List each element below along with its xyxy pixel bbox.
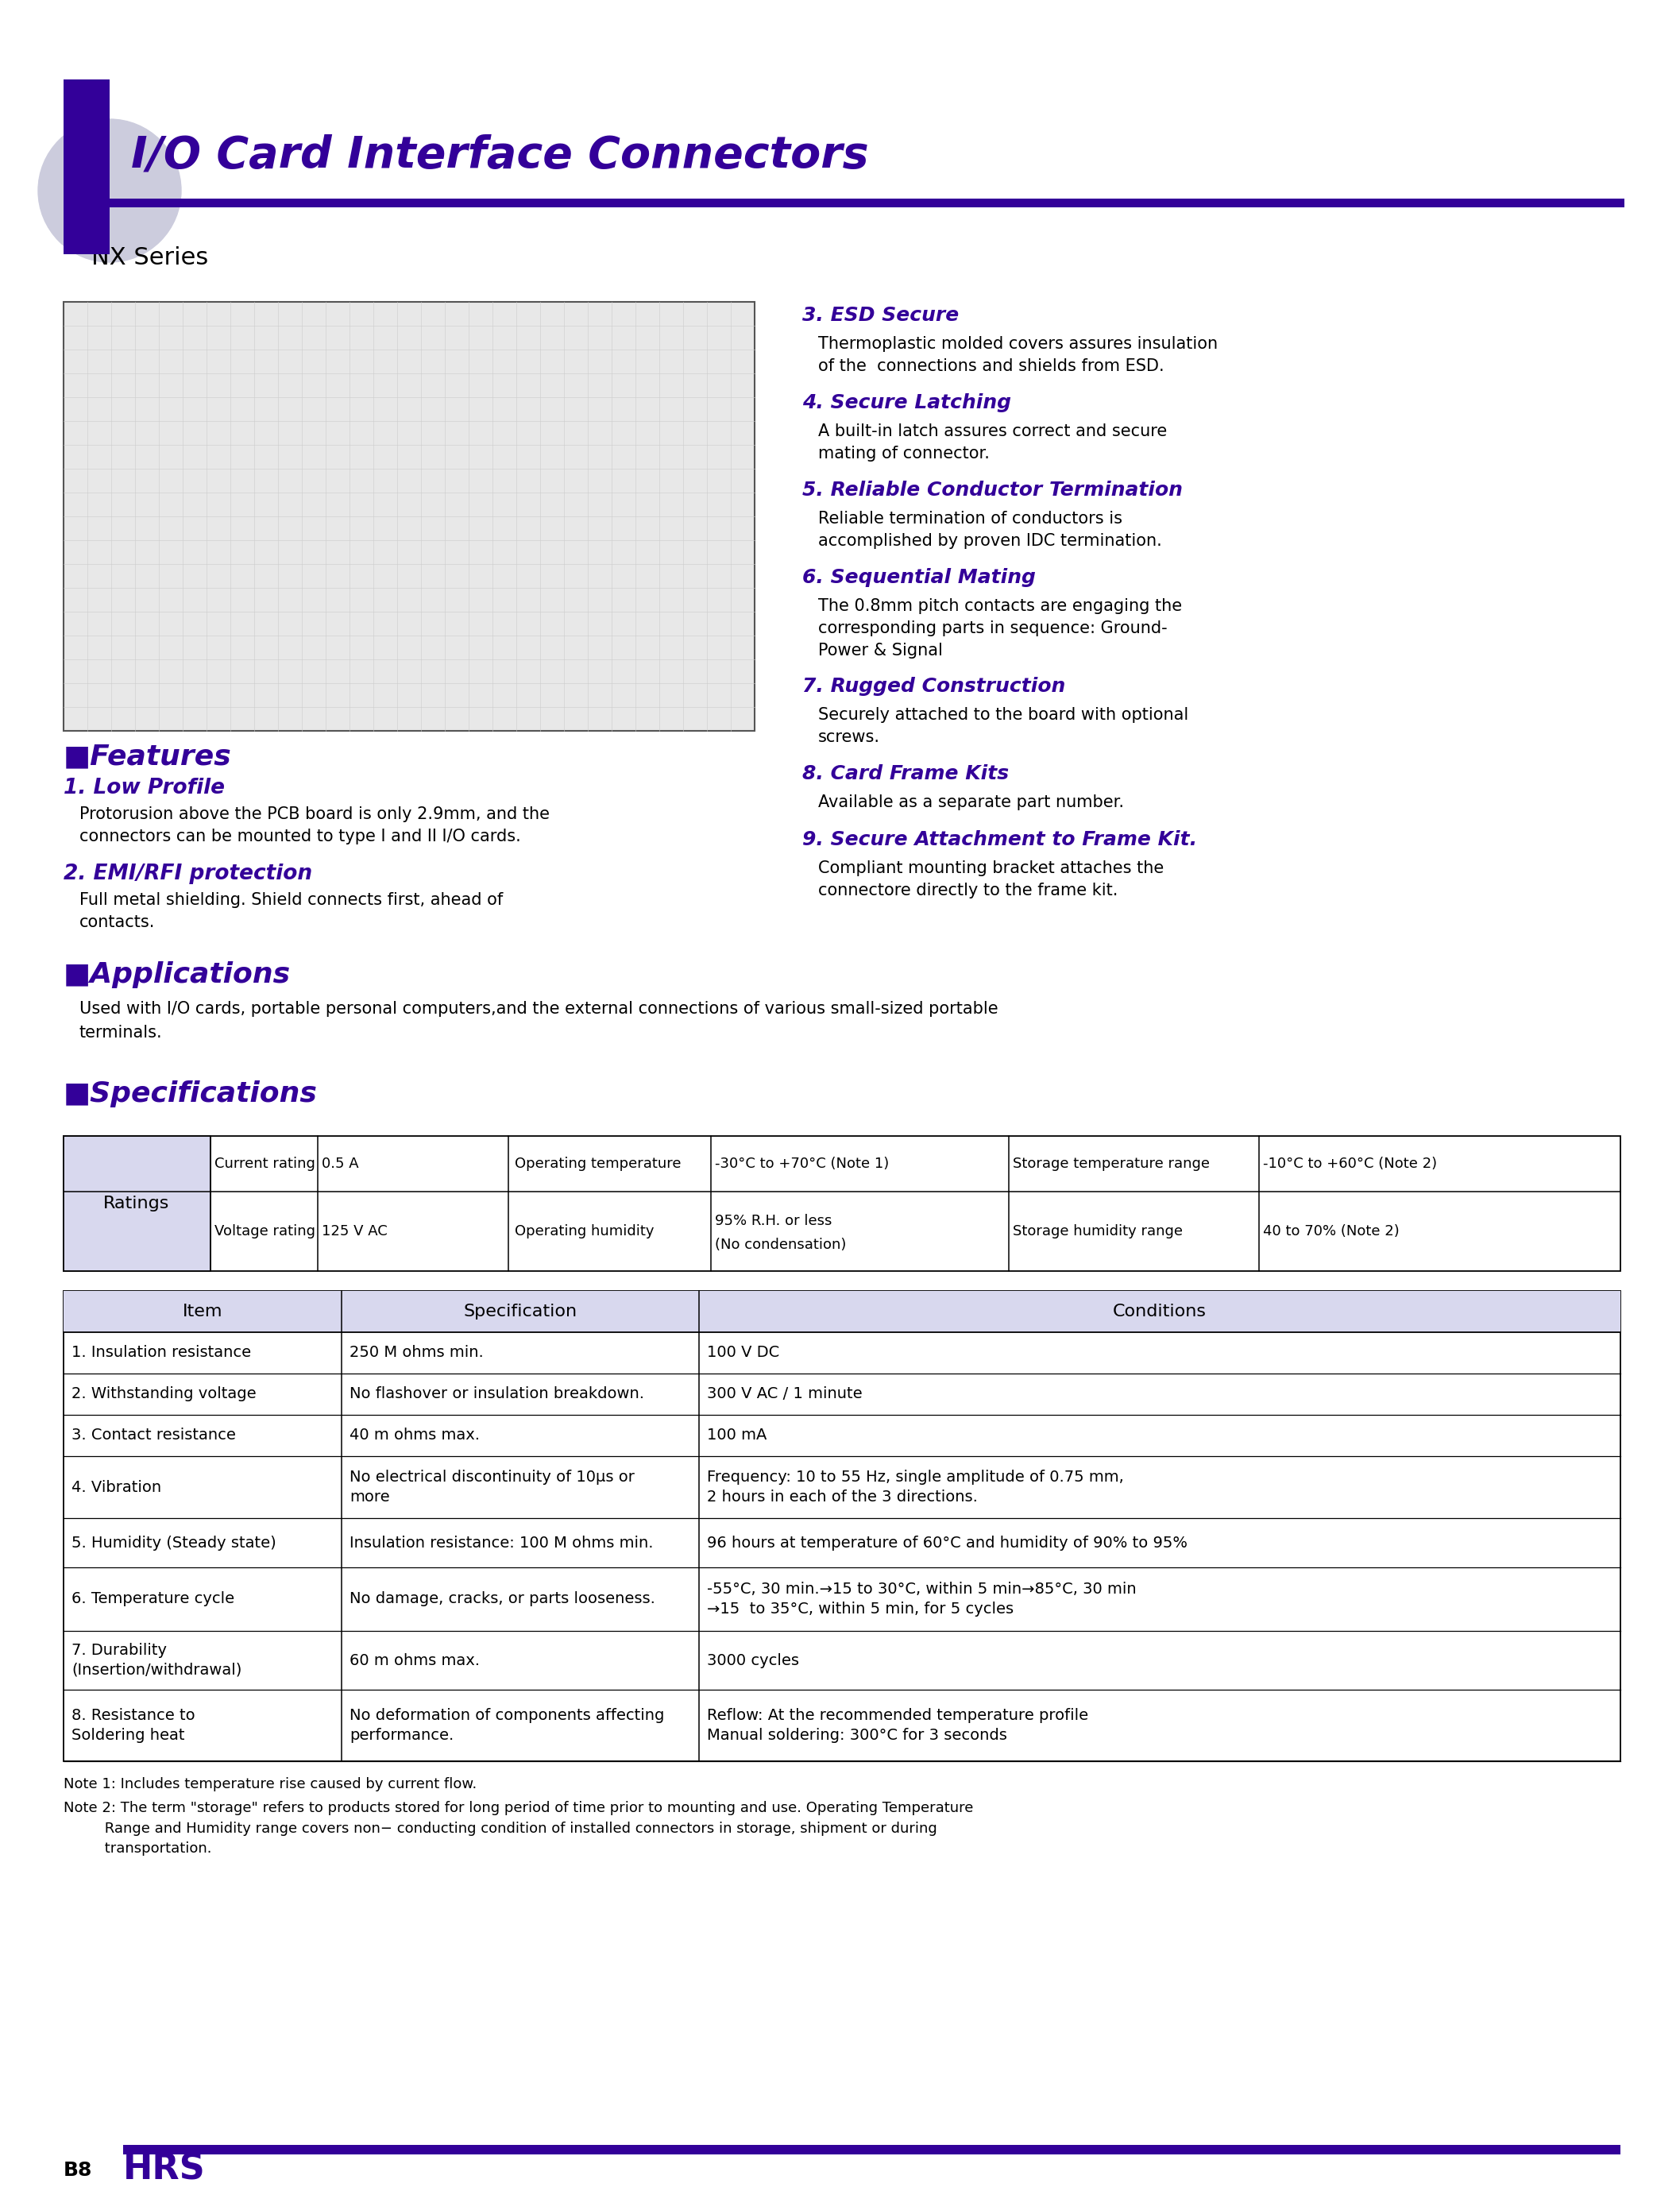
Bar xyxy=(123,2145,1621,2154)
Text: Conditions: Conditions xyxy=(1112,1303,1206,1319)
Text: 3. Contact resistance: 3. Contact resistance xyxy=(72,1428,235,1443)
Text: 2. Withstanding voltage: 2. Withstanding voltage xyxy=(72,1387,257,1402)
Text: B8: B8 xyxy=(64,2161,92,2180)
Text: 95% R.H. or less: 95% R.H. or less xyxy=(716,1214,832,1229)
Text: Storage temperature range: Storage temperature range xyxy=(1013,1157,1210,1170)
Text: Current rating: Current rating xyxy=(215,1157,316,1170)
Text: 6. Sequential Mating: 6. Sequential Mating xyxy=(803,569,1035,586)
Bar xyxy=(64,302,754,730)
Text: Full metal shielding. Shield connects first, ahead of
contacts.: Full metal shielding. Shield connects fi… xyxy=(79,892,502,929)
Text: 8. Resistance to
Soldering heat: 8. Resistance to Soldering heat xyxy=(72,1708,195,1743)
Text: 5. Reliable Conductor Termination: 5. Reliable Conductor Termination xyxy=(803,481,1183,499)
Text: 250 M ohms min.: 250 M ohms min. xyxy=(349,1345,484,1360)
Text: 9. Secure Attachment to Frame Kit.: 9. Secure Attachment to Frame Kit. xyxy=(803,831,1198,849)
Text: Securely attached to the board with optional
screws.: Securely attached to the board with opti… xyxy=(818,706,1188,746)
Text: 5. Humidity (Steady state): 5. Humidity (Steady state) xyxy=(72,1535,276,1551)
Text: 100 mA: 100 mA xyxy=(707,1428,766,1443)
Text: ■Specifications: ■Specifications xyxy=(64,1080,318,1107)
Text: 4. Vibration: 4. Vibration xyxy=(72,1481,161,1494)
Text: -30°C to +70°C (Note 1): -30°C to +70°C (Note 1) xyxy=(716,1157,889,1170)
Text: 3000 cycles: 3000 cycles xyxy=(707,1653,800,1669)
Text: No damage, cracks, or parts looseness.: No damage, cracks, or parts looseness. xyxy=(349,1592,655,1607)
Text: Reliable termination of conductors is
accomplished by proven IDC termination.: Reliable termination of conductors is ac… xyxy=(818,512,1163,549)
Text: 1. Low Profile: 1. Low Profile xyxy=(64,779,225,798)
Text: Voltage rating: Voltage rating xyxy=(215,1225,316,1238)
Text: 6. Temperature cycle: 6. Temperature cycle xyxy=(72,1592,235,1607)
Text: Reflow: At the recommended temperature profile
Manual soldering: 300°C for 3 sec: Reflow: At the recommended temperature p… xyxy=(707,1708,1089,1743)
Text: A built-in latch assures correct and secure
mating of connector.: A built-in latch assures correct and sec… xyxy=(818,424,1168,461)
Text: No deformation of components affecting
performance.: No deformation of components affecting p… xyxy=(349,1708,664,1743)
Text: 7. Rugged Construction: 7. Rugged Construction xyxy=(803,676,1065,695)
Text: 40 to 70% (Note 2): 40 to 70% (Note 2) xyxy=(1263,1225,1399,1238)
Text: 2. EMI/RFI protection: 2. EMI/RFI protection xyxy=(64,864,312,884)
Bar xyxy=(64,1290,1621,1761)
Text: 300 V AC / 1 minute: 300 V AC / 1 minute xyxy=(707,1387,862,1402)
Text: 100 V DC: 100 V DC xyxy=(707,1345,780,1360)
Text: NX Series: NX Series xyxy=(91,247,208,269)
Text: Ratings: Ratings xyxy=(104,1196,170,1212)
Bar xyxy=(64,1290,1621,1332)
Text: ■Applications: ■Applications xyxy=(64,962,291,989)
Text: Protorusion above the PCB board is only 2.9mm, and the
connectors can be mounted: Protorusion above the PCB board is only … xyxy=(79,807,549,844)
Text: 0.5 A: 0.5 A xyxy=(321,1157,360,1170)
Bar xyxy=(64,1135,210,1271)
Text: 40 m ohms max.: 40 m ohms max. xyxy=(349,1428,480,1443)
Text: Note 2: The term "storage" refers to products stored for long period of time pri: Note 2: The term "storage" refers to pro… xyxy=(64,1800,973,1857)
Text: Thermoplastic molded covers assures insulation
of the  connections and shields f: Thermoplastic molded covers assures insu… xyxy=(818,337,1218,374)
Text: 7. Durability
(Insertion/withdrawal): 7. Durability (Insertion/withdrawal) xyxy=(72,1642,242,1677)
Circle shape xyxy=(39,118,181,262)
Text: Note 1: Includes temperature rise caused by current flow.: Note 1: Includes temperature rise caused… xyxy=(64,1778,477,1791)
Text: -55°C, 30 min.→15 to 30°C, within 5 min→85°C, 30 min
→15  to 35°C, within 5 min,: -55°C, 30 min.→15 to 30°C, within 5 min→… xyxy=(707,1581,1136,1616)
Text: 96 hours at temperature of 60°C and humidity of 90% to 95%: 96 hours at temperature of 60°C and humi… xyxy=(707,1535,1188,1551)
Text: Used with I/O cards, portable personal computers,and the external connections of: Used with I/O cards, portable personal c… xyxy=(79,1002,998,1041)
Text: HRS: HRS xyxy=(123,2152,205,2187)
Text: I/O Card Interface Connectors: I/O Card Interface Connectors xyxy=(131,133,869,177)
Text: The 0.8mm pitch contacts are engaging the
corresponding parts in sequence: Groun: The 0.8mm pitch contacts are engaging th… xyxy=(818,599,1183,658)
Text: Available as a separate part number.: Available as a separate part number. xyxy=(818,794,1124,811)
Text: No electrical discontinuity of 10μs or
more: No electrical discontinuity of 10μs or m… xyxy=(349,1470,635,1505)
Text: 4. Secure Latching: 4. Secure Latching xyxy=(803,394,1011,413)
Text: (No condensation): (No condensation) xyxy=(716,1238,847,1251)
Text: 3. ESD Secure: 3. ESD Secure xyxy=(803,306,959,326)
Text: Frequency: 10 to 55 Hz, single amplitude of 0.75 mm,
2 hours in each of the 3 di: Frequency: 10 to 55 Hz, single amplitude… xyxy=(707,1470,1124,1505)
Text: Operating temperature: Operating temperature xyxy=(514,1157,680,1170)
Bar xyxy=(64,199,1625,208)
Bar xyxy=(64,79,109,254)
Text: 125 V AC: 125 V AC xyxy=(321,1225,388,1238)
Text: 1. Insulation resistance: 1. Insulation resistance xyxy=(72,1345,250,1360)
Text: Compliant mounting bracket attaches the
connectore directly to the frame kit.: Compliant mounting bracket attaches the … xyxy=(818,859,1164,899)
Text: 8. Card Frame Kits: 8. Card Frame Kits xyxy=(803,763,1010,783)
Text: Insulation resistance: 100 M ohms min.: Insulation resistance: 100 M ohms min. xyxy=(349,1535,654,1551)
Text: 60 m ohms max.: 60 m ohms max. xyxy=(349,1653,480,1669)
Text: Storage humidity range: Storage humidity range xyxy=(1013,1225,1183,1238)
Text: Specification: Specification xyxy=(464,1303,578,1319)
Text: No flashover or insulation breakdown.: No flashover or insulation breakdown. xyxy=(349,1387,643,1402)
Text: -10°C to +60°C (Note 2): -10°C to +60°C (Note 2) xyxy=(1263,1157,1436,1170)
Bar xyxy=(64,1135,1621,1271)
Text: ■Features: ■Features xyxy=(64,744,232,770)
Text: Operating humidity: Operating humidity xyxy=(514,1225,654,1238)
Text: Item: Item xyxy=(183,1303,223,1319)
